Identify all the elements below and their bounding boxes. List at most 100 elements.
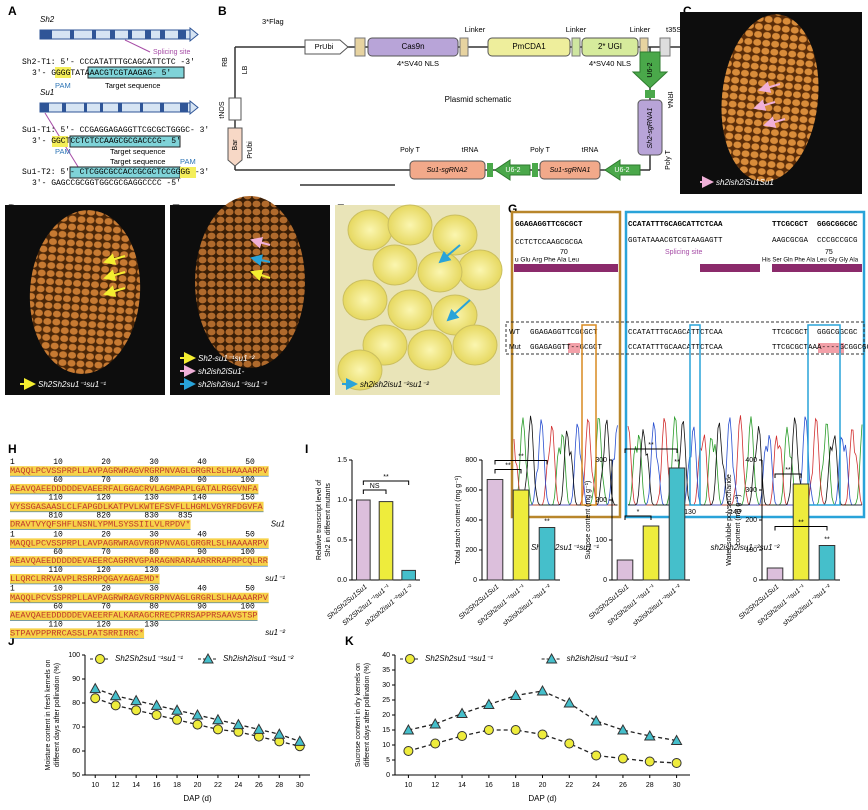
x-tick-label: 30 [296, 782, 304, 789]
legend-label: sh2ish2isu1⁻²su1⁻² [567, 654, 636, 663]
label: U6-2 [505, 167, 520, 174]
sequence: MAQQLPCVSSPRPLLAVPAGRWRAGVRGRPNVAGLGRGRL… [10, 593, 269, 603]
pmcda1-box [487, 37, 571, 57]
sequence-hl [10, 483, 259, 494]
y-axis-label: Relative transcript level of [316, 480, 323, 560]
y-axis-label: Total starch content (mg g⁻¹) [455, 476, 462, 565]
y-tick-label: 5 [386, 757, 390, 764]
label: Su1-sgRNA1 [550, 167, 591, 174]
box-right [624, 210, 866, 519]
nls-box [459, 37, 469, 57]
y-tick-label: 200 [595, 497, 607, 504]
trna-box [645, 90, 655, 98]
pam-hl [180, 167, 196, 178]
y-tick-label: 1.5 [337, 457, 347, 464]
ruler: 60 70 80 90 100 [10, 548, 255, 557]
flag-box [354, 37, 366, 57]
point [253, 723, 265, 734]
sig-label: ** [798, 519, 804, 526]
exon [160, 30, 165, 39]
aa-band [700, 264, 760, 272]
arrow [103, 253, 126, 265]
legend-label: Sh2Sh2su1⁻¹su1⁻¹ [425, 654, 493, 663]
arrow [250, 236, 271, 249]
kernel [407, 329, 453, 371]
y-tick-label: 0.5 [337, 537, 347, 544]
sig-label: ** [383, 474, 389, 481]
label: Sh2Sh2su1⁻¹su1⁻¹ [38, 380, 106, 389]
label: U6-2 [647, 62, 654, 77]
splice-pointer [124, 39, 151, 53]
chromatogram [514, 419, 618, 506]
point [403, 746, 414, 756]
site-box [689, 324, 701, 506]
block-label: su1⁻¹ [265, 574, 285, 583]
point [232, 718, 245, 730]
y-tick-label: 50 [72, 772, 80, 779]
label: Sh2Sh2su1⁻¹su1⁻¹ [531, 543, 599, 552]
exon [40, 30, 52, 39]
panel-letter: H [8, 442, 17, 456]
sequence-hl [10, 592, 269, 603]
y-tick-label: 0 [753, 577, 757, 584]
ruler: 60 70 80 90 100 [10, 603, 255, 612]
label: RB [222, 57, 229, 67]
sig-bracket [494, 469, 522, 474]
legend-label: Sh2-su1⁻¹su1⁻² [198, 354, 255, 363]
x-tick-label: 16 [485, 782, 493, 789]
label: PrUbi [315, 42, 334, 51]
sig-bracket [774, 473, 802, 478]
x-tick-label: 10 [405, 782, 413, 789]
x-tick-label: 26 [619, 782, 627, 789]
y-tick-label: 0.0 [337, 577, 347, 584]
x-tick-label: sh2ish2isu1⁻²su1⁻² [782, 583, 833, 628]
y-tick-label: 1.0 [337, 497, 347, 504]
u6-arrow [631, 51, 669, 89]
x-tick-label: 28 [275, 782, 283, 789]
label: TTCGCGCT GGGCGGCGC [772, 221, 858, 229]
point [89, 682, 102, 694]
label: PrUbi [247, 141, 254, 159]
label: PAM [55, 81, 71, 90]
ruler: 110 120 130 [10, 620, 159, 629]
y-tick-label: 400 [745, 457, 757, 464]
label: Linker [566, 25, 587, 34]
sig-label: ** [505, 462, 511, 469]
sequence-hl [10, 573, 160, 584]
point [643, 729, 656, 741]
pam-hl [52, 136, 68, 147]
sequence: AEAVQAEEDDDDDEVAEERFALGGACRVLAGMPAPLGATA… [10, 484, 258, 494]
bar [401, 569, 416, 581]
bar [766, 567, 784, 581]
x-tick-label: 26 [255, 782, 263, 789]
bar [668, 467, 686, 581]
bar [378, 501, 394, 581]
del-hl [568, 343, 580, 353]
y-axis-label: Moisture content in fresh kernels on [45, 659, 52, 770]
ruler: 60 70 80 90 100 [10, 476, 255, 485]
exon [128, 30, 132, 39]
y-tick-label: 80 [72, 700, 80, 707]
sequence: MAQQLPCVSSPRPLLAVPAGRWRAGVRGRPNVAGLGRGRL… [10, 538, 269, 548]
bar-box [227, 127, 243, 167]
box-left [510, 210, 622, 519]
point [670, 734, 683, 745]
point [671, 758, 682, 768]
label: 3*Flag [262, 17, 284, 26]
y-tick-label: 300 [595, 457, 607, 464]
label: WT [509, 329, 521, 336]
point [191, 708, 204, 720]
label: tRNA [666, 92, 673, 109]
kernel [417, 251, 463, 293]
point [457, 731, 468, 741]
x-tick-label: 18 [512, 782, 520, 789]
x-tick-label: 22 [565, 782, 573, 789]
sig-bracket [624, 448, 678, 453]
y-tick-label: 0 [603, 577, 607, 584]
label: PAM [55, 147, 71, 156]
label: TTCGCGCT GGGCGGCGC [772, 329, 858, 337]
panel-letter: A [8, 4, 17, 18]
point [110, 700, 121, 711]
legend-label: sh2ish2isu1⁻²su1⁻² [198, 380, 267, 389]
